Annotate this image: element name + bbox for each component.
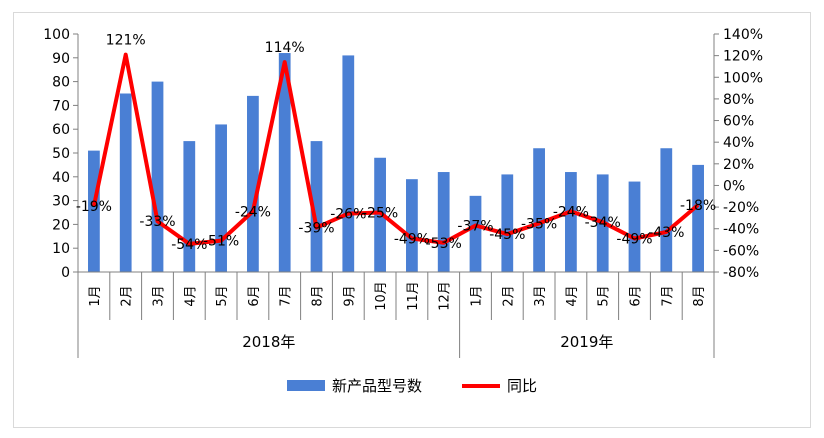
- left-axis-tick-label: 20: [52, 217, 70, 233]
- left-axis-tick-label: 50: [52, 146, 70, 162]
- bar: [660, 148, 673, 272]
- x-axis-category-label: 3月: [533, 285, 548, 306]
- left-axis-tick-label: 90: [52, 51, 70, 67]
- bar: [406, 179, 418, 272]
- x-axis-category-label: 1月: [470, 285, 485, 306]
- line-data-label: -35%: [521, 216, 557, 232]
- line-data-label: -49%: [616, 231, 652, 247]
- x-axis-category-label: 4月: [183, 285, 198, 306]
- x-axis-category-label: 2月: [501, 285, 516, 306]
- bar: [533, 148, 545, 272]
- line-data-label: -49%: [394, 231, 430, 247]
- right-axis-tick-label: -60%: [723, 243, 759, 259]
- x-axis-category-label: 3月: [152, 285, 167, 306]
- left-axis-tick-label: 30: [52, 194, 70, 210]
- left-axis-tick-label: 0: [61, 265, 70, 281]
- x-axis: 1月 2月 3月 4月 5月 6月 7月 8月 9月 10月 11月 12月 1月 2月 3月 4月 5月 6月 7…: [77, 271, 715, 358]
- bar: [628, 181, 641, 272]
- line-data-label: -54%: [171, 237, 207, 253]
- bar: [215, 124, 227, 272]
- line-data-label: 121%: [106, 33, 146, 49]
- chart-frame: 0 10 20 30 40 50 60 70 80 90 100 -80% -60% -40% -20% 0%…: [13, 12, 811, 428]
- line-data-label: -37%: [457, 218, 493, 234]
- bar: [342, 55, 355, 272]
- right-axis-tick-label: -80%: [723, 265, 759, 281]
- left-axis-tick-label: 70: [52, 98, 70, 114]
- x-axis-category-label: 8月: [311, 285, 326, 306]
- legend-line-label: 同比: [507, 377, 537, 395]
- right-axis-tick-label: -20%: [723, 200, 759, 216]
- bar: [151, 81, 164, 272]
- line-data-label: -24%: [553, 204, 589, 220]
- line-data-label: -19%: [76, 199, 112, 215]
- x-axis-category-label: 1月: [88, 285, 103, 306]
- line-data-label: -39%: [298, 221, 334, 237]
- line-data-label: 114%: [265, 40, 305, 56]
- axes: 0 10 20 30 40 50 60 70 80 90 100 -80% -60% -40% -20% 0%…: [43, 27, 763, 281]
- line-data-labels: -19% 121% -33% -54%-51% -24% 114% -39%-26%-25%…: [76, 33, 716, 253]
- right-axis-tick-label: 140%: [723, 27, 763, 43]
- bar: [119, 93, 132, 272]
- bar: [469, 195, 482, 272]
- left-axis-tick-label: 40: [52, 170, 70, 186]
- line-data-label: -25%: [362, 206, 398, 222]
- x-axis-category-label: 6月: [629, 285, 644, 306]
- line-data-label: -33%: [139, 214, 175, 230]
- bar: [692, 164, 704, 272]
- x-axis-category-label: 6月: [247, 285, 262, 306]
- left-axis-tick-label: 80: [52, 75, 70, 91]
- line-data-label: -53%: [426, 236, 462, 252]
- right-axis-tick-label: 100%: [723, 70, 763, 86]
- x-axis-category-label: 11月: [406, 281, 421, 311]
- left-axis-tick-label: 100: [43, 27, 70, 43]
- bar: [183, 141, 196, 272]
- bar: [88, 150, 100, 272]
- left-axis-tick-label: 60: [52, 122, 70, 138]
- legend-bar-swatch: [287, 380, 325, 391]
- right-axis-tick-label: 20%: [723, 157, 754, 173]
- bar: [310, 141, 323, 272]
- right-axis-tick-label: 60%: [723, 114, 754, 130]
- right-axis-tick-label: 120%: [723, 49, 763, 65]
- x-axis-group-label: 2018年: [242, 333, 295, 351]
- x-axis-category-label: 5月: [215, 285, 230, 306]
- line-data-label: -34%: [585, 215, 621, 231]
- legend-bar-label: 新产品型号数: [332, 377, 422, 395]
- line-series: [91, 52, 700, 246]
- bar: [501, 174, 514, 272]
- line-data-label: -45%: [489, 227, 525, 243]
- bar: [247, 95, 259, 272]
- bar-series: [88, 53, 704, 272]
- line-data-label: -43%: [648, 225, 684, 241]
- yoy-line: [91, 52, 700, 246]
- x-axis-category-label: 9月: [342, 285, 357, 306]
- line-data-label: -26%: [330, 207, 366, 223]
- right-axis-tick-label: 40%: [723, 135, 754, 151]
- x-axis-category-label: 10月: [374, 281, 389, 311]
- line-data-label: -24%: [235, 204, 271, 220]
- combo-chart: 0 10 20 30 40 50 60 70 80 90 100 -80% -60% -40% -20% 0%…: [43, 27, 763, 395]
- right-axis-tick-label: 0%: [723, 178, 745, 194]
- line-data-label: -51%: [203, 234, 239, 250]
- left-axis-tick-label: 10: [52, 241, 70, 257]
- x-axis-category-label: 8月: [692, 285, 707, 306]
- right-axis-tick-label: -40%: [723, 222, 759, 238]
- x-axis-category-label: 2月: [120, 285, 135, 306]
- x-axis-category-label: 7月: [660, 285, 675, 306]
- bar: [437, 172, 450, 272]
- bar: [565, 172, 577, 272]
- x-axis-category-label: 5月: [597, 285, 612, 306]
- x-axis-category-label: 7月: [279, 285, 294, 306]
- x-axis-category-label: 4月: [565, 285, 580, 306]
- bar: [278, 53, 291, 272]
- legend: 新产品型号数 同比: [287, 377, 537, 395]
- right-axis-tick-label: 80%: [723, 92, 754, 108]
- line-data-label: -18%: [680, 198, 716, 214]
- x-axis-group-label: 2019年: [560, 333, 613, 351]
- x-axis-category-label: 12月: [438, 281, 453, 311]
